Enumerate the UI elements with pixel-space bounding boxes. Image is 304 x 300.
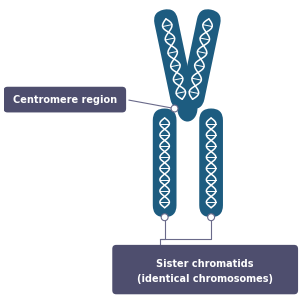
Circle shape — [161, 214, 168, 221]
FancyBboxPatch shape — [4, 87, 126, 112]
FancyBboxPatch shape — [181, 9, 221, 109]
Ellipse shape — [177, 95, 198, 122]
FancyBboxPatch shape — [199, 109, 223, 217]
Text: Centromere region: Centromere region — [13, 94, 117, 105]
Circle shape — [171, 105, 178, 112]
FancyBboxPatch shape — [112, 245, 298, 294]
FancyBboxPatch shape — [154, 9, 194, 109]
FancyBboxPatch shape — [153, 109, 177, 217]
Text: Sister chromatids: Sister chromatids — [157, 259, 254, 269]
Text: (identical chromosomes): (identical chromosomes) — [137, 274, 273, 284]
Circle shape — [208, 214, 215, 221]
